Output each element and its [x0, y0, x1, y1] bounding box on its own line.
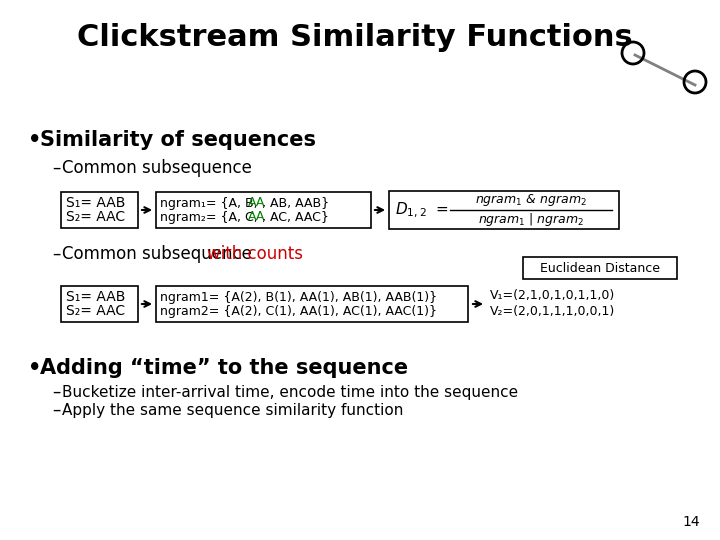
- Text: $ngram_1$ | $ngram_2$: $ngram_1$ | $ngram_2$: [478, 212, 584, 228]
- Text: –: –: [52, 401, 60, 419]
- Text: Adding “time” to the sequence: Adding “time” to the sequence: [40, 358, 408, 378]
- Text: , AC, AAC}: , AC, AAC}: [262, 211, 329, 224]
- Text: S₂= AAC: S₂= AAC: [66, 210, 125, 224]
- Text: $D_{1,2}$  =: $D_{1,2}$ =: [395, 200, 449, 220]
- Text: S₂= AAC: S₂= AAC: [66, 304, 125, 318]
- Text: Common subsequence: Common subsequence: [62, 159, 252, 177]
- FancyBboxPatch shape: [61, 286, 138, 322]
- Text: –: –: [52, 383, 60, 401]
- Text: •: •: [28, 130, 41, 150]
- Text: ngram1= {A(2), B(1), AA(1), AB(1), AAB(1)}: ngram1= {A(2), B(1), AA(1), AB(1), AAB(1…: [160, 291, 437, 303]
- Text: S₁= AAB: S₁= AAB: [66, 196, 125, 210]
- FancyBboxPatch shape: [389, 191, 619, 229]
- Text: , AB, AAB}: , AB, AAB}: [262, 197, 329, 210]
- Text: V₁=(2,1,0,1,0,1,1,0): V₁=(2,1,0,1,0,1,1,0): [490, 288, 616, 301]
- Text: –: –: [52, 245, 60, 263]
- Text: –: –: [52, 159, 60, 177]
- Text: V₂=(2,0,1,1,1,0,0,1): V₂=(2,0,1,1,1,0,0,1): [490, 305, 616, 318]
- Text: S₁= AAB: S₁= AAB: [66, 290, 125, 304]
- Text: $ngram_1$ & $ngram_2$: $ngram_1$ & $ngram_2$: [475, 192, 587, 208]
- Text: ngram₂= {A, C,: ngram₂= {A, C,: [160, 211, 262, 224]
- FancyBboxPatch shape: [156, 286, 468, 322]
- Text: AA: AA: [248, 211, 266, 224]
- Text: Bucketize inter-arrival time, encode time into the sequence: Bucketize inter-arrival time, encode tim…: [62, 384, 518, 400]
- FancyBboxPatch shape: [156, 192, 371, 228]
- Text: 14: 14: [683, 515, 700, 529]
- FancyBboxPatch shape: [61, 192, 138, 228]
- Text: Euclidean Distance: Euclidean Distance: [540, 261, 660, 274]
- Text: Common subsequence: Common subsequence: [62, 245, 257, 263]
- Text: •: •: [28, 358, 41, 378]
- Text: ngram2= {A(2), C(1), AA(1), AC(1), AAC(1)}: ngram2= {A(2), C(1), AA(1), AC(1), AAC(1…: [160, 305, 437, 318]
- Text: with counts: with counts: [207, 245, 303, 263]
- Text: AA: AA: [248, 197, 266, 210]
- Text: ngram₁= {A, B,: ngram₁= {A, B,: [160, 197, 261, 210]
- Text: Apply the same sequence similarity function: Apply the same sequence similarity funct…: [62, 402, 403, 417]
- Text: Similarity of sequences: Similarity of sequences: [40, 130, 316, 150]
- Text: Clickstream Similarity Functions: Clickstream Similarity Functions: [77, 23, 633, 51]
- FancyBboxPatch shape: [523, 257, 677, 279]
